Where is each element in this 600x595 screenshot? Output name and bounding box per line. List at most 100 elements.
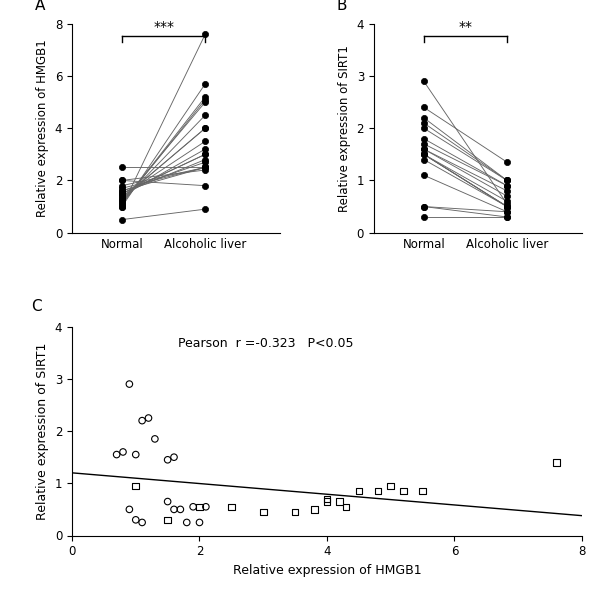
- Point: [117, 199, 127, 209]
- Point: [163, 455, 172, 465]
- Point: [502, 202, 512, 211]
- Text: A: A: [35, 0, 45, 13]
- Y-axis label: Relative expression of HMGB1: Relative expression of HMGB1: [36, 39, 49, 217]
- Point: [117, 186, 127, 196]
- Point: [137, 518, 147, 527]
- Point: [117, 186, 127, 196]
- Point: [502, 207, 512, 217]
- Point: [551, 458, 561, 467]
- Point: [419, 149, 428, 159]
- Point: [117, 189, 127, 198]
- Point: [117, 183, 127, 193]
- Point: [419, 134, 428, 143]
- Point: [419, 149, 428, 159]
- Point: [117, 162, 127, 172]
- Point: [117, 181, 127, 190]
- Point: [502, 202, 512, 211]
- Point: [118, 447, 128, 457]
- Point: [200, 165, 210, 175]
- Point: [419, 149, 428, 159]
- Point: [502, 202, 512, 211]
- Point: [200, 98, 210, 107]
- Point: [419, 202, 428, 211]
- Point: [200, 181, 210, 190]
- Point: [341, 502, 351, 512]
- Point: [117, 189, 127, 198]
- Point: [354, 486, 364, 496]
- Point: [502, 181, 512, 190]
- Point: [117, 176, 127, 185]
- Point: [200, 79, 210, 89]
- Point: [200, 155, 210, 164]
- Point: [125, 505, 134, 514]
- Point: [200, 145, 210, 154]
- Point: [200, 162, 210, 172]
- Point: [117, 202, 127, 211]
- Point: [117, 192, 127, 201]
- Point: [117, 196, 127, 206]
- Point: [117, 176, 127, 185]
- Point: [169, 505, 179, 514]
- Point: [125, 380, 134, 389]
- Point: [502, 199, 512, 209]
- Point: [259, 508, 268, 517]
- Point: [335, 497, 344, 506]
- Point: [419, 118, 428, 128]
- Point: [200, 124, 210, 133]
- Point: [502, 212, 512, 222]
- Text: C: C: [31, 299, 42, 314]
- Point: [290, 508, 300, 517]
- Point: [502, 186, 512, 196]
- Point: [419, 77, 428, 86]
- Point: [117, 215, 127, 224]
- Point: [502, 192, 512, 201]
- X-axis label: Relative expression of HMGB1: Relative expression of HMGB1: [233, 564, 421, 577]
- Point: [502, 207, 512, 217]
- Y-axis label: Relative expression of SIRT1: Relative expression of SIRT1: [36, 342, 49, 520]
- Point: [112, 450, 121, 459]
- Text: B: B: [337, 0, 347, 13]
- Point: [200, 136, 210, 146]
- Point: [200, 162, 210, 172]
- Point: [163, 515, 172, 525]
- Point: [386, 481, 395, 491]
- Point: [502, 196, 512, 206]
- Point: [502, 158, 512, 167]
- Point: [131, 481, 140, 491]
- Point: [502, 202, 512, 211]
- Point: [200, 92, 210, 102]
- Point: [117, 189, 127, 198]
- Point: [398, 486, 408, 496]
- Text: ***: ***: [153, 20, 174, 35]
- Point: [201, 502, 211, 512]
- Point: [131, 515, 140, 525]
- Point: [419, 102, 428, 112]
- Point: [419, 202, 428, 211]
- Point: [502, 212, 512, 222]
- Point: [419, 145, 428, 154]
- Point: [117, 202, 127, 211]
- Point: [322, 497, 332, 506]
- Point: [117, 194, 127, 203]
- Point: [194, 502, 204, 512]
- Point: [419, 212, 428, 222]
- Point: [188, 502, 198, 512]
- Point: [163, 497, 172, 506]
- Point: [419, 113, 428, 123]
- Point: [419, 149, 428, 159]
- Point: [200, 149, 210, 159]
- Point: [176, 505, 185, 514]
- Point: [502, 176, 512, 185]
- Point: [200, 158, 210, 167]
- Point: [418, 486, 427, 496]
- Text: **: **: [458, 20, 472, 35]
- Point: [144, 414, 154, 423]
- Point: [373, 486, 383, 496]
- Point: [200, 162, 210, 172]
- Point: [200, 30, 210, 39]
- Point: [200, 124, 210, 133]
- Point: [182, 518, 191, 527]
- Point: [117, 192, 127, 201]
- Point: [137, 416, 147, 425]
- Point: [502, 181, 512, 190]
